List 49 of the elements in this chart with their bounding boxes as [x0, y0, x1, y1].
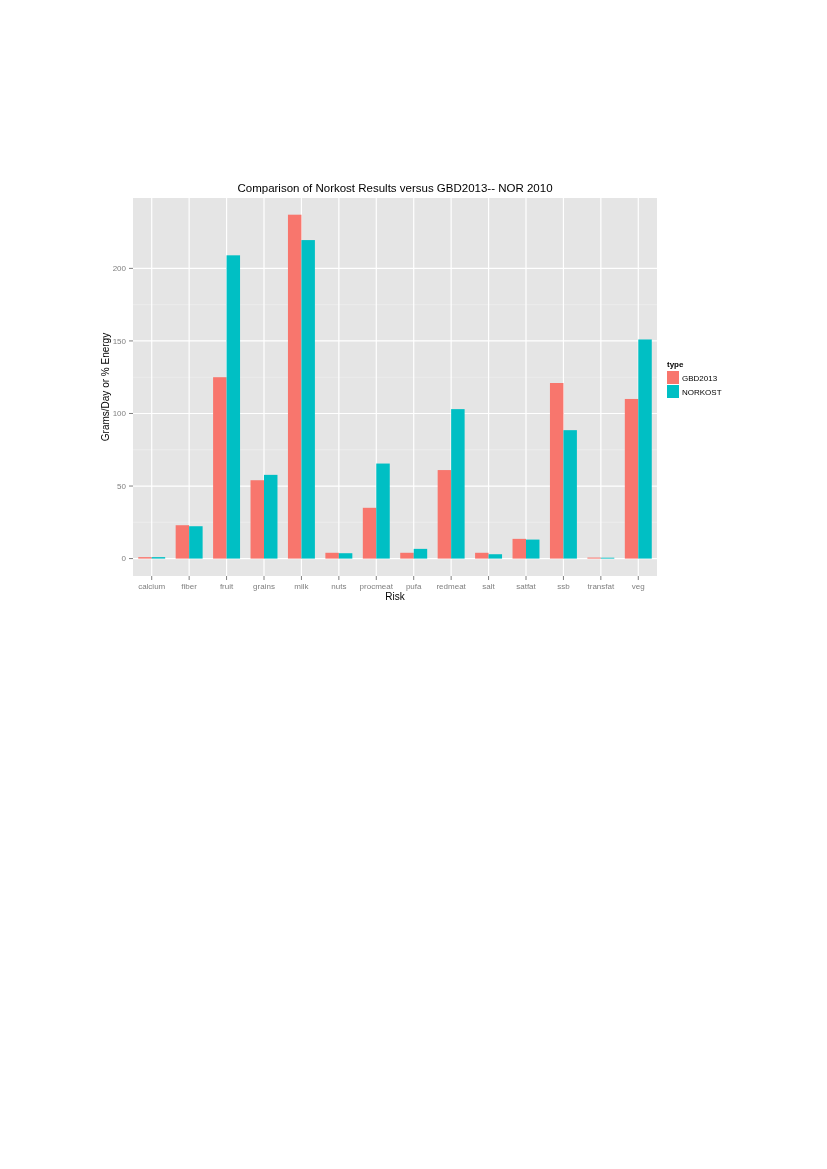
x-tick-label: nuts [331, 582, 347, 591]
x-tick-label: calcium [138, 582, 166, 591]
bar [264, 474, 278, 559]
bar [301, 240, 315, 559]
bar [287, 214, 302, 559]
bar [451, 409, 465, 559]
bar [250, 480, 264, 559]
bar [325, 552, 339, 559]
bar [526, 539, 540, 559]
legend-title: type [667, 360, 684, 369]
bar [400, 552, 414, 559]
x-tick-label: procmeat [359, 582, 394, 591]
x-tick-label: grains [253, 582, 275, 591]
bar [413, 548, 428, 559]
x-tick-label: veg [631, 582, 645, 591]
x-tick-label: pufa [405, 582, 423, 591]
bar [213, 377, 227, 559]
bar [563, 430, 577, 559]
bar [437, 470, 452, 559]
x-tick-label: milk [294, 582, 310, 591]
bar [189, 526, 203, 559]
y-tick-label: 200 [112, 264, 127, 274]
y-tick-label: 0 [121, 554, 127, 564]
x-tick-label: salt [482, 582, 496, 591]
y-axis-title: Grams/Day or % Energy [100, 332, 111, 442]
x-tick-label: redmeat [436, 582, 467, 591]
x-tick-label: transfat [587, 582, 615, 591]
bar [512, 538, 526, 559]
legend-label: GBD2013 [682, 374, 718, 383]
x-tick-label: ssb [557, 582, 571, 591]
chart-title: Comparison of Norkost Results versus GBD2013-- NOR 2010 [237, 182, 553, 194]
y-tick-label: 100 [112, 409, 127, 419]
bar [175, 525, 190, 559]
bar [624, 398, 639, 559]
y-tick-label: 50 [117, 481, 127, 491]
bar [475, 552, 489, 559]
bar [338, 553, 353, 559]
x-tick-label: fruit [219, 582, 235, 591]
bar [488, 554, 503, 559]
bar [376, 463, 390, 559]
x-axis-title: Risk [385, 591, 406, 602]
y-tick-label: 150 [112, 336, 127, 346]
bar [226, 255, 241, 559]
bar [638, 339, 652, 559]
bar [549, 383, 564, 559]
x-tick-label: satfat [516, 582, 537, 591]
bar [362, 507, 377, 559]
x-tick-label: fiber [181, 582, 198, 591]
legend-label: NORKOST [682, 388, 722, 397]
